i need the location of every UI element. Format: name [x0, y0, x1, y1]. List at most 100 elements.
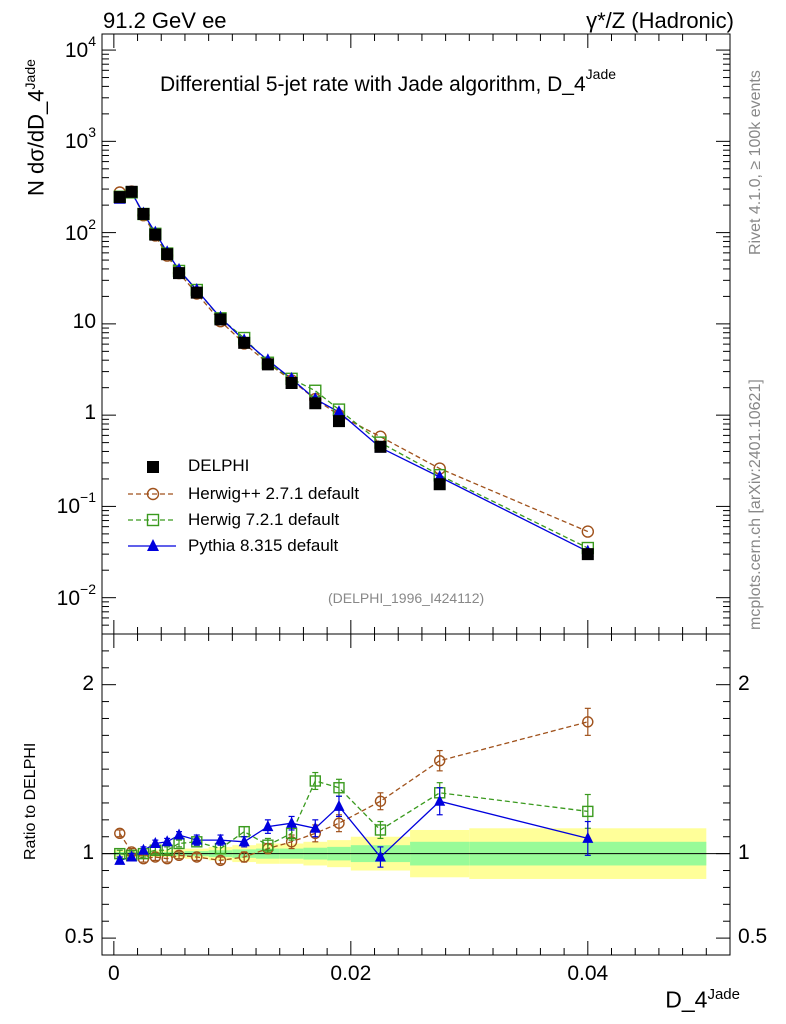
main-point-data: [238, 336, 251, 349]
ratio-point-herwigpp: [374, 795, 387, 807]
ratio-point-herwig7: [173, 837, 185, 850]
x-axis-label-sup: Jade: [707, 986, 740, 1003]
main-point-data: [161, 248, 174, 261]
main-point-data: [332, 415, 345, 428]
main-point-herwigpp: [581, 525, 595, 538]
ratio-point-herwigpp: [433, 755, 446, 767]
ratio-point-herwig7: [374, 824, 387, 836]
ratio-panel-frame: [101, 633, 731, 956]
x-tick-label: 0: [108, 962, 120, 985]
legend-label-delphi: DELPHI: [188, 456, 250, 475]
ratio-point-pythia: [286, 816, 298, 828]
ratio-y-tick-label-right: 0.5: [738, 925, 768, 949]
ratio-y-tick-label-right: 2: [738, 671, 750, 695]
ratio-point-pythia: [191, 833, 203, 845]
x-tick-label: 0.02: [330, 962, 372, 985]
ratio-point-herwig7: [262, 839, 274, 851]
main-y-tick-label: 103: [64, 124, 96, 154]
main-point-data: [285, 377, 298, 390]
main-point-pythia: [332, 405, 345, 418]
main-y-axis-label-text: N dσ/dD_4: [23, 89, 49, 196]
legend-label-herwigpp: Herwig++ 2.7.1 default: [188, 484, 360, 503]
x-tick-label: 0.04: [567, 962, 609, 985]
main-point-data: [433, 478, 446, 491]
main-y-axis-label: N dσ/dD_4Jade: [22, 59, 49, 196]
ratio-y-tick-label-left: 1: [82, 840, 94, 864]
main-point-data: [173, 267, 186, 280]
main-y-tick-label: 10−2: [56, 580, 96, 610]
ratio-point-herwigpp: [333, 817, 345, 829]
ratio-y-axis-label: Ratio to DELPHI: [22, 742, 39, 860]
ratio-point-pythia: [374, 850, 386, 862]
ratio-panel-series: [114, 707, 594, 868]
panel-frames: [101, 33, 731, 956]
ratio-point-pythia: [173, 828, 185, 840]
ratio-point-herwig7: [309, 775, 321, 787]
legend-label-herwig7: Herwig 7.2.1 default: [188, 510, 340, 529]
ratio-point-herwigpp: [214, 854, 227, 867]
legend-marker-herwig7: [146, 513, 160, 527]
mcplots-source-label: mcplots.cern.ch [arXiv:2401.10621]: [747, 379, 764, 630]
main-y-tick-label: 1: [84, 401, 96, 425]
main-y-tick-label: 104: [64, 33, 96, 63]
main-series-line-pythia: [119, 191, 589, 553]
ratio-point-herwig7: [238, 825, 250, 838]
ratio-point-herwigpp: [173, 849, 185, 862]
ratio-point-pythia: [161, 835, 173, 847]
energy-label: 91.2 GeV ee: [103, 8, 227, 33]
process-label: γ*/Z (Hadronic): [586, 8, 734, 33]
ratio-point-herwigpp: [238, 851, 250, 863]
ratio-point-pythia: [126, 850, 138, 862]
main-point-data: [374, 440, 387, 453]
main-point-data: [125, 185, 138, 198]
ratio-point-herwig7: [161, 844, 173, 856]
main-point-data: [309, 397, 322, 410]
main-point-data: [113, 191, 126, 204]
main-point-data: [214, 313, 227, 326]
main-y-tick-label: 102: [64, 215, 96, 245]
ratio-point-pythia: [149, 836, 161, 848]
ratio-point-herwig7: [333, 782, 345, 794]
axis-ticks: [102, 34, 730, 956]
rivet-version-label: Rivet 4.1.0, ≥ 100k events: [747, 70, 764, 255]
ratio-point-herwigpp: [114, 827, 126, 840]
ratio-y-tick-label-left: 2: [82, 671, 94, 695]
ratio-point-pythia: [262, 820, 274, 832]
ratio-point-pythia: [214, 833, 226, 845]
main-y-axis-label-sup: Jade: [22, 59, 38, 90]
main-point-data: [137, 207, 150, 220]
ratio-series-line-herwig7: [119, 780, 588, 856]
x-axis-label-text: D_4: [665, 986, 708, 1013]
ratio-point-pythia: [582, 831, 594, 843]
ratio-point-pythia: [114, 853, 126, 865]
ratio-y-tick-label-right: 1: [738, 840, 750, 864]
plot-title: Differential 5-jet rate with Jade algori…: [160, 66, 616, 97]
plot-title-main: Differential 5-jet rate with Jade algori…: [160, 73, 586, 96]
legend-label-pythia: Pythia 8.315 default: [188, 536, 339, 555]
ratio-point-herwig7: [582, 805, 594, 818]
main-point-data: [190, 286, 203, 299]
ratio-series-line-pythia: [119, 800, 588, 862]
plot-title-sup: Jade: [585, 66, 617, 82]
main-series-line-herwigpp: [119, 190, 589, 533]
main-point-data: [149, 228, 162, 241]
main-point-data: [581, 548, 594, 561]
ratio-point-herwigpp: [191, 851, 203, 863]
ratio-point-pythia: [238, 835, 250, 847]
legend-marker-data: [147, 461, 159, 473]
main-y-tick-label: 10: [72, 309, 96, 333]
ratio-point-pythia: [137, 843, 149, 855]
main-y-tick-label: 10−1: [56, 489, 96, 519]
analysis-watermark: (DELPHI_1996_I424112): [328, 590, 485, 606]
legend-marker-pythia: [147, 539, 159, 551]
ratio-point-herwigpp: [582, 716, 594, 728]
ratio-y-tick-label-left: 0.5: [64, 925, 94, 949]
legend-marker-herwigpp: [146, 487, 160, 501]
main-point-data: [261, 358, 274, 371]
ratio-point-pythia: [434, 794, 446, 806]
legend-markers: [128, 461, 176, 551]
x-axis-label: D_4Jade: [665, 986, 740, 1014]
ratio-series-line-herwigpp: [119, 721, 588, 862]
ratio-point-pythia: [309, 821, 321, 833]
